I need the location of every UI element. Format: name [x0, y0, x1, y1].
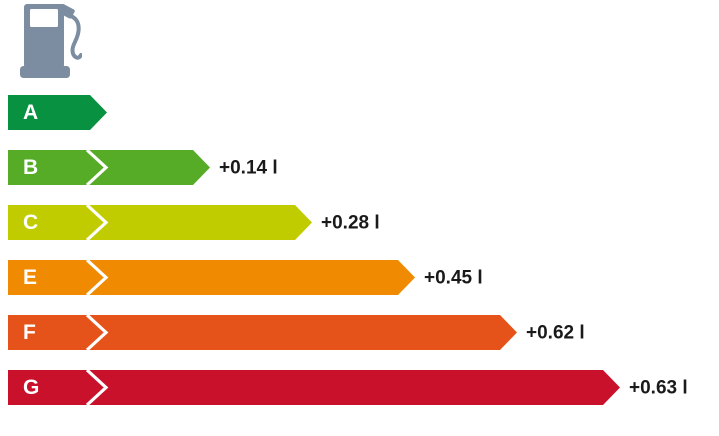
fuel-pump-window	[30, 9, 58, 27]
fuel-pump-icon	[20, 4, 82, 78]
class-letter: A	[23, 100, 39, 124]
bar-row: C +0.28 l	[8, 205, 713, 240]
class-letter: C	[23, 210, 39, 234]
bar-row: A	[8, 95, 713, 130]
value-label: +0.63 l	[629, 377, 688, 398]
fuel-pump-hose	[66, 13, 82, 60]
value-label: +0.45 l	[424, 267, 483, 288]
value-label: +0.14 l	[219, 157, 278, 178]
value-label: +0.28 l	[321, 212, 380, 233]
class-bar-g: G	[8, 370, 620, 405]
class-bar-c: C	[8, 205, 312, 240]
class-letter: G	[23, 375, 40, 399]
fuel-pump-base	[20, 66, 70, 78]
bar-row: G +0.63 l	[8, 370, 713, 405]
bar-row: F +0.62 l	[8, 315, 713, 350]
class-bar-b: B	[8, 150, 210, 185]
class-letter: E	[23, 265, 38, 289]
value-label: +0.62 l	[526, 322, 585, 343]
class-letter: B	[23, 155, 39, 179]
bar-row: E +0.45 l	[8, 260, 713, 295]
class-bar-e: E	[8, 260, 415, 295]
class-bar-f: F	[8, 315, 517, 350]
class-letter: F	[23, 320, 36, 344]
class-bar-a: A	[8, 95, 107, 130]
bar-row: B +0.14 l	[8, 150, 713, 185]
